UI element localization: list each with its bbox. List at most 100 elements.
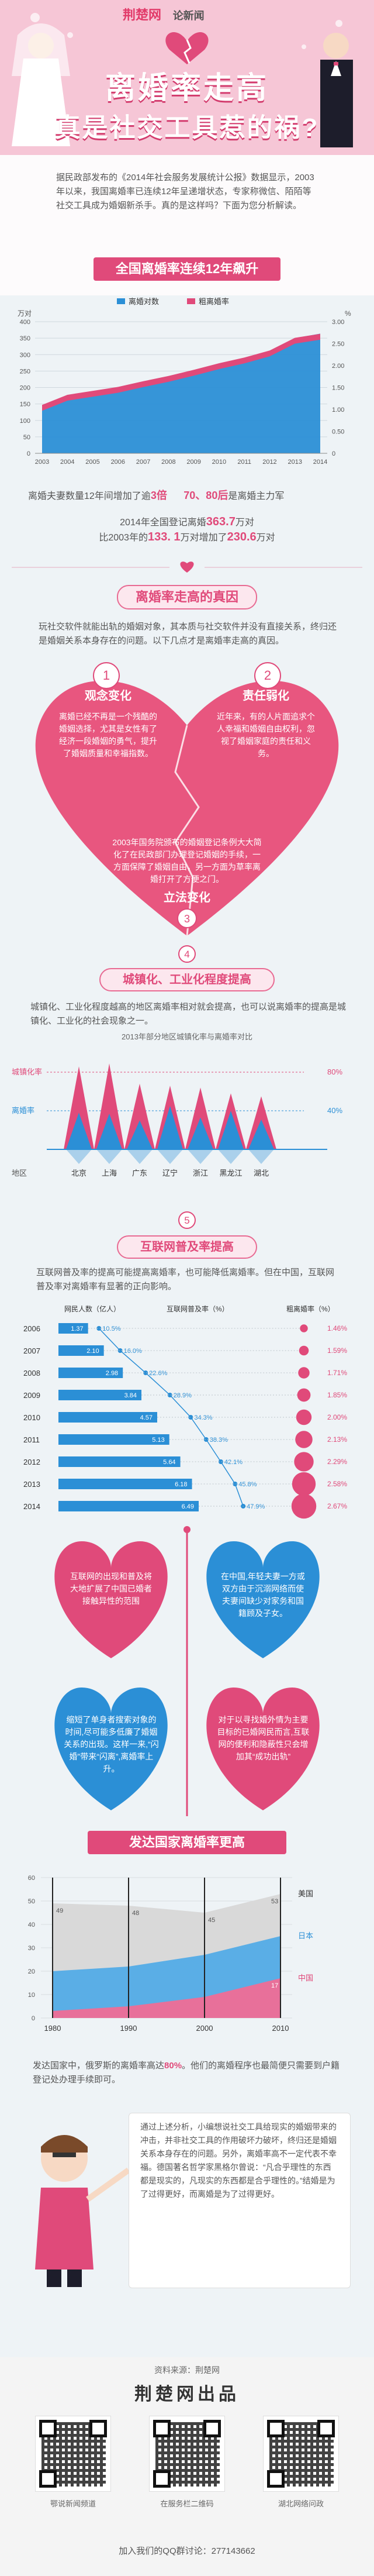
city-label: 北京 <box>71 1169 86 1177</box>
conclusion-box <box>129 2113 351 2288</box>
broken-heart-icon <box>165 32 209 64</box>
col-header-penetration: 互联网普及率（%） <box>167 1304 229 1313</box>
qr-code-2[interactable] <box>149 2416 225 2492</box>
area-china <box>53 1978 280 2018</box>
city-label: 上海 <box>102 1169 117 1177</box>
divorce-value: 2.67% <box>327 1502 347 1510</box>
stats-line3: 比2003年的133. 1万对增加了230.6万对 <box>0 530 374 545</box>
city-label: 广东 <box>132 1169 147 1177</box>
netizen-value: 2.10 <box>86 1348 99 1355</box>
x-tick: 2008 <box>161 459 175 466</box>
pct-80: 80% <box>327 1067 342 1076</box>
heart-text-2: 在中国,年轻夫妻一方或双方由于沉溺网络而使夫妻间缺少对家务和国籍顾及子女。 <box>221 1572 305 1618</box>
peak-divorce <box>248 1119 274 1149</box>
penetration-value: 42.1% <box>224 1459 243 1466</box>
penetration-value: 47.9% <box>247 1503 265 1510</box>
heart-text-1: 互联网的出现和普及将大地扩展了中国已婚者接触异性的范围 <box>70 1572 152 1606</box>
y-left-unit: 万对 <box>18 309 32 318</box>
peak-urbanization <box>124 1083 155 1149</box>
item4-title: 城镇化、工业化程度提高 <box>99 968 275 991</box>
netizen-value: 4.57 <box>140 1414 153 1421</box>
section1-title: 全国离婚率连续12年飙升 <box>94 257 280 281</box>
x-tick: 2003 <box>35 459 49 466</box>
col-header-divorce: 粗离婚率（%） <box>286 1304 335 1313</box>
divider-hearts <box>12 562 362 573</box>
year-label: 2006 <box>23 1324 40 1333</box>
label-divorce: 离婚率 <box>12 1106 34 1115</box>
netizen-bar <box>58 1323 88 1334</box>
year-label: 2011 <box>23 1435 40 1444</box>
year-label: 2014 <box>23 1502 40 1511</box>
peak-reflection <box>157 1149 183 1164</box>
y-tick: 60 <box>28 1875 35 1882</box>
y-tick: 10 <box>28 1992 35 1999</box>
qr-code-1[interactable] <box>35 2416 111 2492</box>
y-left-tick: 300 <box>20 352 30 359</box>
item2-badge <box>254 662 281 689</box>
peak-divorce <box>218 1111 244 1149</box>
y-right-tick: 2.00 <box>332 363 344 370</box>
section6-text: 发达国家中，俄罗斯的离婚率高达80%。他们的离婚程序也最简便只需要到户籍登记处办… <box>33 2059 342 2087</box>
x-tick: 2007 <box>136 459 150 466</box>
item2-num: 2 <box>264 668 271 683</box>
y-left-tick: 0 <box>27 450 30 457</box>
section5-badge: 5 <box>178 1211 196 1229</box>
heart-bubble-1 <box>54 1541 168 1658</box>
x-tick: 2004 <box>60 459 74 466</box>
item1-badge <box>93 662 120 689</box>
x-tick: 2011 <box>237 459 251 466</box>
heart-text-3: 缩短了单身者搜索对象的时间,尽可能多低廉了婚姻关系的出现。这样一来,“闪婚”带来… <box>64 1715 159 1773</box>
chart2-title: 2013年部分地区城镇化率与离婚率对比 <box>122 1032 252 1041</box>
netizen-value: 3.84 <box>124 1392 137 1399</box>
footer-source: 资料来源：荆楚网 <box>154 2365 220 2375</box>
bride-illustration <box>12 23 70 146</box>
city-label: 辽宁 <box>162 1169 178 1177</box>
legend-swatch-divorce-rate <box>187 298 195 304</box>
divorce-bubble <box>296 1409 312 1425</box>
y-tick: 50 <box>28 1898 35 1905</box>
divorce-value: 1.71% <box>327 1369 347 1377</box>
item2-text: 近年来，有的人片面追求个人幸福和婚姻自由权利，忽视了婚姻家庭的责任和义务。 <box>217 712 315 758</box>
netizen-value: 5.13 <box>152 1437 164 1444</box>
header-decoration <box>0 13 374 295</box>
y-left-tick: 400 <box>20 319 30 326</box>
peak-reflection <box>248 1149 274 1164</box>
qr-label-1: 鄂说新闻频道 <box>50 2499 96 2508</box>
legend-divorce-rate: 粗离婚率 <box>199 297 229 306</box>
y-left-tick: 150 <box>20 401 30 408</box>
peak-reflection <box>96 1149 122 1164</box>
y-tick: 20 <box>28 1968 35 1975</box>
label-region: 地区 <box>12 1169 27 1177</box>
label-urbanization: 城镇化率 <box>12 1067 42 1076</box>
item3-badge <box>177 908 197 928</box>
qr-code-3[interactable] <box>263 2416 339 2492</box>
y-tick: 30 <box>28 1945 35 1952</box>
usa-value: 45 <box>208 1917 215 1924</box>
x-tick: 2006 <box>111 459 125 466</box>
divorce-value: 2.58% <box>327 1480 347 1488</box>
item4-num: 4 <box>184 949 189 960</box>
stats-line2-num: 363.7 <box>206 515 236 528</box>
footer-brand: 荆楚网出品 <box>134 2385 240 2404</box>
divorce-bubble <box>295 1431 313 1448</box>
netizen-bar <box>58 1479 192 1489</box>
stats-line1-num: 3倍 <box>150 490 167 501</box>
y-right-unit: % <box>345 309 351 318</box>
netizen-value: 2.98 <box>106 1370 118 1377</box>
netizen-value: 5.64 <box>163 1459 175 1466</box>
penetration-value: 22.6% <box>149 1370 167 1377</box>
qr-label-2: 在服务栏二维码 <box>160 2499 214 2508</box>
item3-title: 立法变化 <box>164 891 210 904</box>
x-tick: 1980 <box>44 2024 61 2033</box>
item4-badge: 4 <box>178 945 196 963</box>
pct-40: 40% <box>327 1106 342 1115</box>
series-divorce-rate-line <box>42 333 320 411</box>
divorce-bubble <box>298 1367 310 1379</box>
city-label: 湖北 <box>254 1169 269 1177</box>
divorce-value: 2.29% <box>327 1458 347 1466</box>
heart-bubble-4 <box>206 1688 320 1810</box>
x-tick: 2013 <box>288 459 302 466</box>
y-left-tick: 100 <box>20 418 30 425</box>
logo-sub: 论新闻 <box>172 10 205 22</box>
city-label: 浙江 <box>193 1169 208 1177</box>
